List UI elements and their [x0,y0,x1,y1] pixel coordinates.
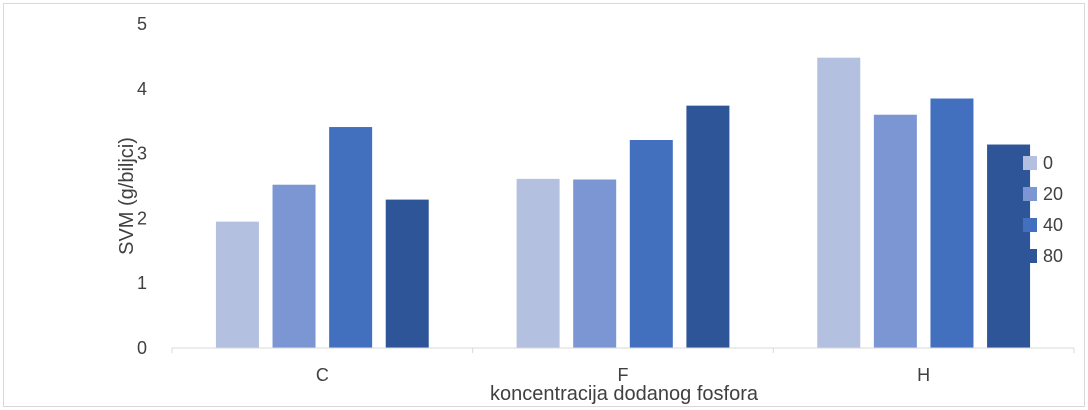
bar-H-80 [987,144,1031,348]
bar-F-20 [573,179,617,348]
bars [215,57,1031,349]
bar-H-20 [873,114,917,348]
bar-C-80 [385,199,429,348]
bar-H-0 [817,57,861,349]
legend-label-80: 80 [1043,246,1063,266]
legend-label-20: 20 [1043,184,1063,204]
bar-C-0 [215,221,259,348]
y-axis-ticks: 0 1 2 3 4 5 [137,14,147,358]
y-tick-label: 0 [137,338,147,358]
legend: 0 20 40 80 [1023,153,1063,266]
x-tick-label: F [618,365,629,385]
legend-label-40: 40 [1043,215,1063,235]
y-tick-label: 1 [137,273,147,293]
legend-swatch-20 [1023,187,1037,201]
bar-F-40 [629,139,673,348]
y-tick-label: 2 [137,208,147,228]
bar-C-20 [272,184,316,348]
x-tick-label: C [316,365,329,385]
y-tick-label: 4 [137,79,147,99]
legend-swatch-40 [1023,218,1037,232]
legend-swatch-80 [1023,249,1037,263]
y-tick-label: 5 [137,14,147,34]
bar-F-0 [516,178,560,348]
y-axis-title: SVM (g/biljci) [116,137,138,255]
y-tick-label: 3 [137,144,147,164]
legend-label-0: 0 [1043,153,1053,173]
bar-F-80 [686,105,730,348]
x-tick-label: H [917,365,930,385]
bar-C-40 [329,127,373,348]
bar-H-40 [930,98,974,349]
legend-swatch-0 [1023,156,1037,170]
x-axis-title: koncentracija dodanog fosfora [490,383,759,405]
